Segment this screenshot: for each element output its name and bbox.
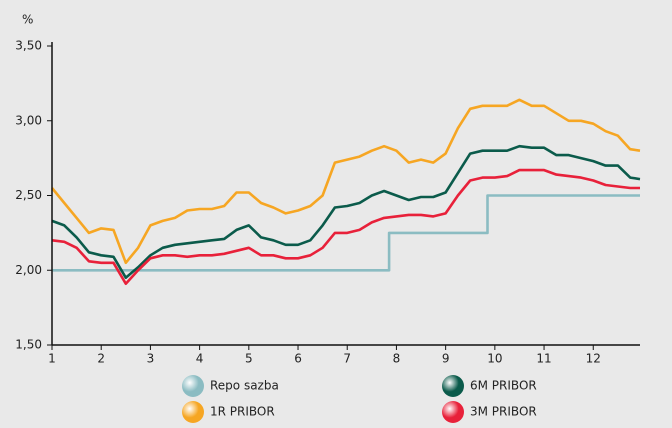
x-tick-label: 2 bbox=[97, 352, 105, 366]
y-tick-label: 2,00 bbox=[15, 263, 42, 277]
legend-label: 3M PRIBOR bbox=[470, 405, 537, 419]
legend-label: 6M PRIBOR bbox=[470, 379, 537, 393]
legend-label: Repo sazba bbox=[210, 379, 279, 393]
x-tick-label: 11 bbox=[536, 352, 551, 366]
series-line bbox=[51, 168, 640, 285]
legend-symbol bbox=[182, 401, 204, 423]
y-tick-label: 1,50 bbox=[15, 338, 42, 352]
x-tick-label: 4 bbox=[196, 352, 204, 366]
series-line bbox=[52, 194, 640, 272]
x-tick-label: 7 bbox=[343, 352, 351, 366]
x-tick-label: 5 bbox=[245, 352, 253, 366]
legend-label: 1R PRIBOR bbox=[210, 405, 275, 419]
x-tick-label: 10 bbox=[487, 352, 502, 366]
series-line bbox=[50, 98, 641, 265]
x-tick-label: 12 bbox=[586, 352, 601, 366]
x-tick-label: 8 bbox=[393, 352, 401, 366]
legend-symbol bbox=[182, 375, 204, 397]
x-tick-label: 1 bbox=[48, 352, 56, 366]
x-tick-label: 3 bbox=[147, 352, 155, 366]
y-tick-label: 2,50 bbox=[15, 188, 42, 202]
x-tick-label: 9 bbox=[442, 352, 450, 366]
y-tick-label: 3,00 bbox=[15, 113, 42, 127]
y-unit: % bbox=[22, 13, 33, 27]
legend-symbol bbox=[442, 375, 464, 397]
x-tick-label: 6 bbox=[294, 352, 302, 366]
series-line bbox=[51, 144, 641, 279]
y-tick-label: 3,50 bbox=[15, 39, 42, 53]
legend-symbol bbox=[442, 401, 464, 423]
